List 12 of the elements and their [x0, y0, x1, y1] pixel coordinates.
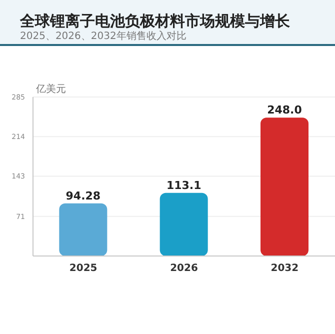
- y-axis-title: 亿美元: [36, 82, 66, 96]
- data-label: 113.1: [166, 178, 202, 192]
- chart-subtitle: 2025、2026、2032年销售收入对比: [20, 31, 186, 42]
- x-tick-label: 2026: [170, 263, 198, 274]
- data-label: 94.28: [66, 189, 101, 202]
- chart-title: 全球锂离子电池负极材料市场规模与增长: [20, 12, 290, 30]
- x-tick-label: 2032: [270, 263, 299, 274]
- data-label: 248.0: [267, 104, 302, 117]
- bar: [59, 203, 108, 256]
- bar: [160, 192, 208, 256]
- bar: [260, 118, 309, 256]
- x-tick-label: 2025: [69, 263, 98, 274]
